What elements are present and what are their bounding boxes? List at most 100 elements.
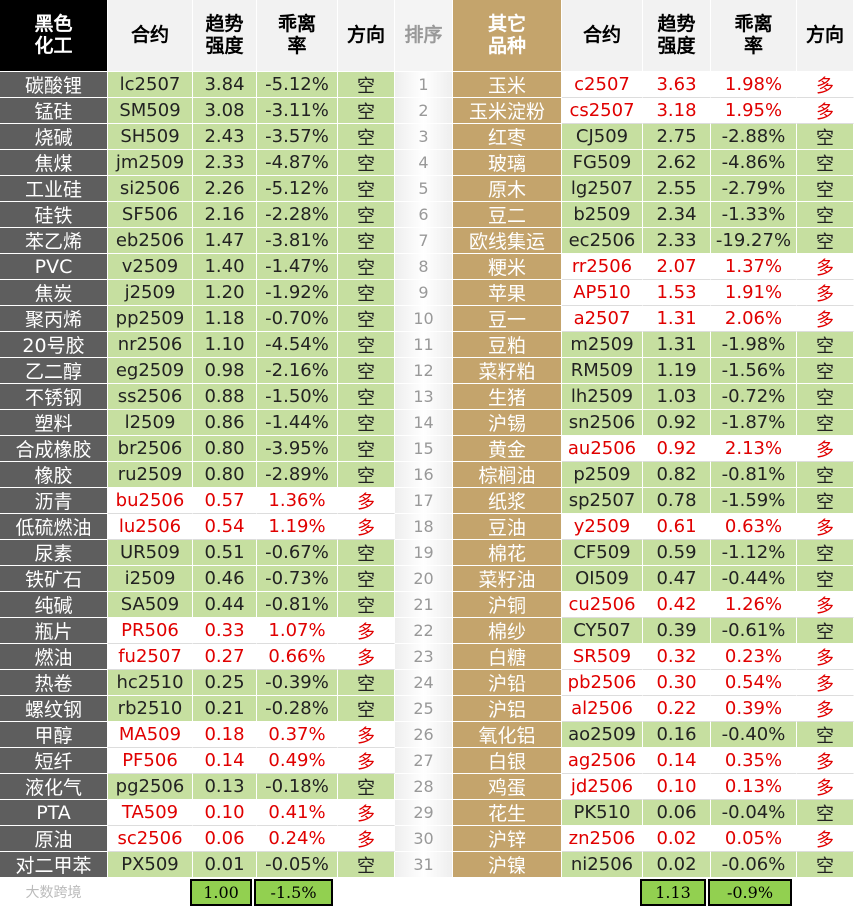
contract: ni2506 xyxy=(562,852,643,878)
direction: 多 xyxy=(797,254,854,280)
direction: 空 xyxy=(338,332,395,358)
contract: lu2506 xyxy=(108,514,193,540)
name: 生猪 xyxy=(453,384,562,410)
rank: 18 xyxy=(395,514,453,540)
deviation: 1.26% xyxy=(711,592,797,618)
rank: 19 xyxy=(395,540,453,566)
name: 尿素 xyxy=(0,540,108,566)
deviation: -0.67% xyxy=(257,540,338,566)
contract: SA509 xyxy=(108,592,193,618)
name: 红枣 xyxy=(453,124,562,150)
contract: i2509 xyxy=(108,566,193,592)
name: 棕榈油 xyxy=(453,462,562,488)
deviation: 0.24% xyxy=(257,826,338,852)
rank: 20 xyxy=(395,566,453,592)
strength: 0.82 xyxy=(643,462,711,488)
strength: 0.02 xyxy=(643,826,711,852)
name: 玻璃 xyxy=(453,150,562,176)
strength: 0.25 xyxy=(193,670,257,696)
contract: bu2506 xyxy=(108,488,193,514)
deviation: -1.44% xyxy=(257,410,338,436)
strength: 0.39 xyxy=(643,618,711,644)
direction: 空 xyxy=(797,332,854,358)
contract: eb2506 xyxy=(108,228,193,254)
name: 玉米 xyxy=(453,72,562,98)
direction: 多 xyxy=(797,670,854,696)
contract: au2506 xyxy=(562,436,643,462)
name: 对二甲苯 xyxy=(0,852,108,878)
header-cell: 黑色化工 xyxy=(0,0,108,72)
name: 碳酸锂 xyxy=(0,72,108,98)
rank: 29 xyxy=(395,800,453,826)
deviation: -0.04% xyxy=(711,800,797,826)
direction: 空 xyxy=(797,618,854,644)
strength: 2.75 xyxy=(643,124,711,150)
deviation: -2.28% xyxy=(257,202,338,228)
direction: 空 xyxy=(338,228,395,254)
header-cell: 合约 xyxy=(562,0,643,72)
deviation: -1.47% xyxy=(257,254,338,280)
direction: 空 xyxy=(338,566,395,592)
name: 焦炭 xyxy=(0,280,108,306)
contract: al2506 xyxy=(562,696,643,722)
strength: 0.59 xyxy=(643,540,711,566)
rank: 23 xyxy=(395,644,453,670)
deviation: -0.70% xyxy=(257,306,338,332)
contract: m2509 xyxy=(562,332,643,358)
direction: 空 xyxy=(797,488,854,514)
rank: 4 xyxy=(395,150,453,176)
direction: 多 xyxy=(797,826,854,852)
deviation: -0.40% xyxy=(711,722,797,748)
name: 螺纹钢 xyxy=(0,696,108,722)
name: 原木 xyxy=(453,176,562,202)
deviation: 0.05% xyxy=(711,826,797,852)
deviation: -1.59% xyxy=(711,488,797,514)
strength: 3.63 xyxy=(643,72,711,98)
name: PTA xyxy=(0,800,108,826)
deviation: -0.81% xyxy=(257,592,338,618)
name: 豆一 xyxy=(453,306,562,332)
deviation: 0.49% xyxy=(257,748,338,774)
direction: 多 xyxy=(797,696,854,722)
deviation: -0.81% xyxy=(711,462,797,488)
contract: FG509 xyxy=(562,150,643,176)
deviation: -1.87% xyxy=(711,410,797,436)
name: 沪镍 xyxy=(453,852,562,878)
direction: 空 xyxy=(797,124,854,150)
direction: 空 xyxy=(797,462,854,488)
strength: 0.30 xyxy=(643,670,711,696)
strength: 0.13 xyxy=(193,774,257,800)
header-cell: 乖离率 xyxy=(257,0,338,72)
summary: -0.9% xyxy=(708,879,792,906)
strength: 1.20 xyxy=(193,280,257,306)
name: 纯碱 xyxy=(0,592,108,618)
name: PVC xyxy=(0,254,108,280)
logo: 大数跨境 xyxy=(0,878,108,906)
strength: 0.42 xyxy=(643,592,711,618)
deviation: -3.57% xyxy=(257,124,338,150)
contract: rr2506 xyxy=(562,254,643,280)
strength: 0.92 xyxy=(643,436,711,462)
contract: c2507 xyxy=(562,72,643,98)
rank: 21 xyxy=(395,592,453,618)
name: 塑料 xyxy=(0,410,108,436)
contract: v2509 xyxy=(108,254,193,280)
name: 鸡蛋 xyxy=(453,774,562,800)
strength: 1.31 xyxy=(643,306,711,332)
name: 原油 xyxy=(0,826,108,852)
strength: 0.02 xyxy=(643,852,711,878)
contract: eg2509 xyxy=(108,358,193,384)
name: 纸浆 xyxy=(453,488,562,514)
contract: hc2510 xyxy=(108,670,193,696)
contract: PX509 xyxy=(108,852,193,878)
strength: 0.32 xyxy=(643,644,711,670)
deviation: -0.61% xyxy=(711,618,797,644)
header-cell: 方向 xyxy=(338,0,395,72)
deviation: 1.91% xyxy=(711,280,797,306)
strength: 0.33 xyxy=(193,618,257,644)
name: 锰硅 xyxy=(0,98,108,124)
rank: 14 xyxy=(395,410,453,436)
deviation: 1.98% xyxy=(711,72,797,98)
direction: 空 xyxy=(797,852,854,878)
